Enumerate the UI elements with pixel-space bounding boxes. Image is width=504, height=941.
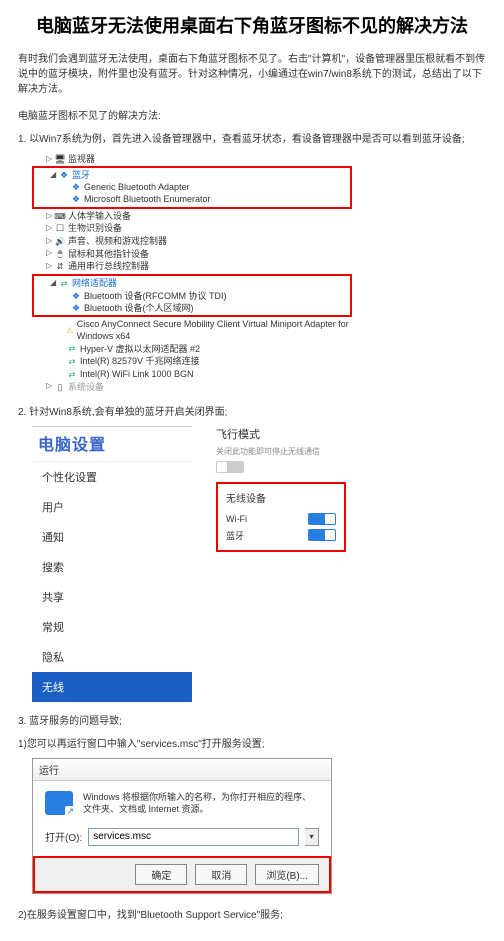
device-item[interactable]: Hyper-V 虚拟以太网适配器 #2	[32, 342, 352, 355]
run-input[interactable]	[88, 828, 299, 846]
device-item[interactable]: Intel(R) 82579V 千兆网络连接	[32, 355, 352, 368]
flight-mode-toggle[interactable]	[216, 461, 244, 473]
settings-header: 电脑设置	[32, 427, 192, 462]
device-item[interactable]: Bluetooth 设备(RFCOMM 协议 TDI)	[36, 290, 348, 302]
device-item[interactable]: ▷鼠标和其他指针设备	[32, 247, 352, 260]
device-item[interactable]: Cisco AnyConnect Secure Mobility Client …	[32, 318, 352, 342]
device-item[interactable]: ▷人体学输入设备	[32, 210, 352, 223]
device-item[interactable]: ▷通用串行总线控制器	[32, 260, 352, 273]
settings-item[interactable]: 个性化设置	[32, 462, 192, 492]
step-3a: 1)您可以再运行窗口中输入"services.msc"打开服务设置;	[18, 735, 486, 750]
run-browse-button[interactable]: 浏览(B)...	[255, 864, 319, 885]
run-button-row: 确定 取消 浏览(B)...	[33, 856, 331, 893]
wireless-toggle[interactable]	[308, 513, 336, 525]
page-title: 电脑蓝牙无法使用桌面右下角蓝牙图标不见的解决方法	[18, 12, 486, 38]
settings-item[interactable]: 隐私	[32, 642, 192, 672]
device-item[interactable]: ▷生物识别设备	[32, 222, 352, 234]
subheading: 电脑蓝牙图标不见了的解决方法:	[18, 107, 486, 122]
device-highlight-box: ◢网络适配器Bluetooth 设备(RFCOMM 协议 TDI)Bluetoo…	[32, 274, 352, 317]
settings-item[interactable]: 常规	[32, 612, 192, 642]
flight-mode-title: 飞行模式	[216, 426, 346, 442]
settings-item[interactable]: 共享	[32, 582, 192, 612]
device-item[interactable]: ▷声音、视频和游戏控制器	[32, 235, 352, 248]
step-1: 1. 以Win7系统为例，首先进入设备管理器中，查看蓝牙状态，看设备管理器中是否…	[18, 130, 486, 145]
wireless-row: 蓝牙	[226, 527, 336, 544]
settings-item[interactable]: 通知	[32, 522, 192, 552]
step-3b: 2)在服务设置窗口中，找到"Bluetooth Support Service"…	[18, 906, 486, 921]
settings-panel: 电脑设置 个性化设置用户通知搜索共享常规隐私 无线 飞行模式 关闭此功能即可停止…	[32, 426, 486, 702]
run-dialog: 运行 Windows 将根据你所输入的名称，为你打开相应的程序、文件夹、文档或 …	[32, 758, 332, 894]
flight-mode-subtitle: 关闭此功能即可停止无线通信	[216, 446, 346, 457]
wireless-title: 无线设备	[226, 490, 336, 505]
settings-item[interactable]: 搜索	[32, 552, 192, 582]
device-item[interactable]: ▷系统设备	[32, 381, 352, 393]
step-2: 2. 针对Win8系统,会有单独的蓝牙开启关闭界面;	[18, 403, 486, 418]
settings-sidebar: 电脑设置 个性化设置用户通知搜索共享常规隐私 无线	[32, 426, 192, 702]
device-manager-tree: ▷监视器◢蓝牙Generic Bluetooth AdapterMicrosof…	[32, 153, 352, 393]
wireless-label: Wi-Fi	[226, 514, 247, 524]
run-cancel-button[interactable]: 取消	[195, 864, 247, 885]
device-highlight-box: ◢蓝牙Generic Bluetooth AdapterMicrosoft Bl…	[32, 166, 352, 208]
settings-item[interactable]: 用户	[32, 492, 192, 522]
wireless-devices-box: 无线设备 Wi-Fi 蓝牙	[216, 482, 346, 552]
device-item[interactable]: ▷监视器	[32, 153, 352, 165]
run-dropdown-button[interactable]: ▾	[305, 828, 319, 846]
intro-paragraph: 有时我们会遇到蓝牙无法使用，桌面右下角蓝牙图标不见了。右击"计算机"，设备管理器…	[18, 52, 486, 97]
wireless-label: 蓝牙	[226, 529, 244, 542]
wireless-row: Wi-Fi	[226, 511, 336, 527]
run-dialog-title: 运行	[33, 759, 331, 781]
run-icon	[45, 791, 73, 815]
run-ok-button[interactable]: 确定	[135, 864, 187, 885]
device-item[interactable]: Microsoft Bluetooth Enumerator	[36, 193, 348, 205]
device-item[interactable]: Bluetooth 设备(个人区域网)	[36, 302, 348, 314]
device-category[interactable]: ◢网络适配器	[36, 277, 348, 290]
settings-content: 飞行模式 关闭此功能即可停止无线通信 无线设备 Wi-Fi 蓝牙	[216, 426, 346, 702]
run-description: Windows 将根据你所输入的名称，为你打开相应的程序、文件夹、文档或 Int…	[83, 791, 319, 816]
wireless-toggle[interactable]	[308, 529, 336, 541]
step-3: 3. 蓝牙服务的问题导致;	[18, 712, 486, 727]
device-category[interactable]: ◢蓝牙	[36, 169, 348, 181]
settings-item-active[interactable]: 无线	[32, 672, 192, 702]
device-item[interactable]: Generic Bluetooth Adapter	[36, 181, 348, 193]
run-open-label: 打开(O):	[45, 829, 82, 844]
device-item[interactable]: Intel(R) WiFi Link 1000 BGN	[32, 368, 352, 381]
